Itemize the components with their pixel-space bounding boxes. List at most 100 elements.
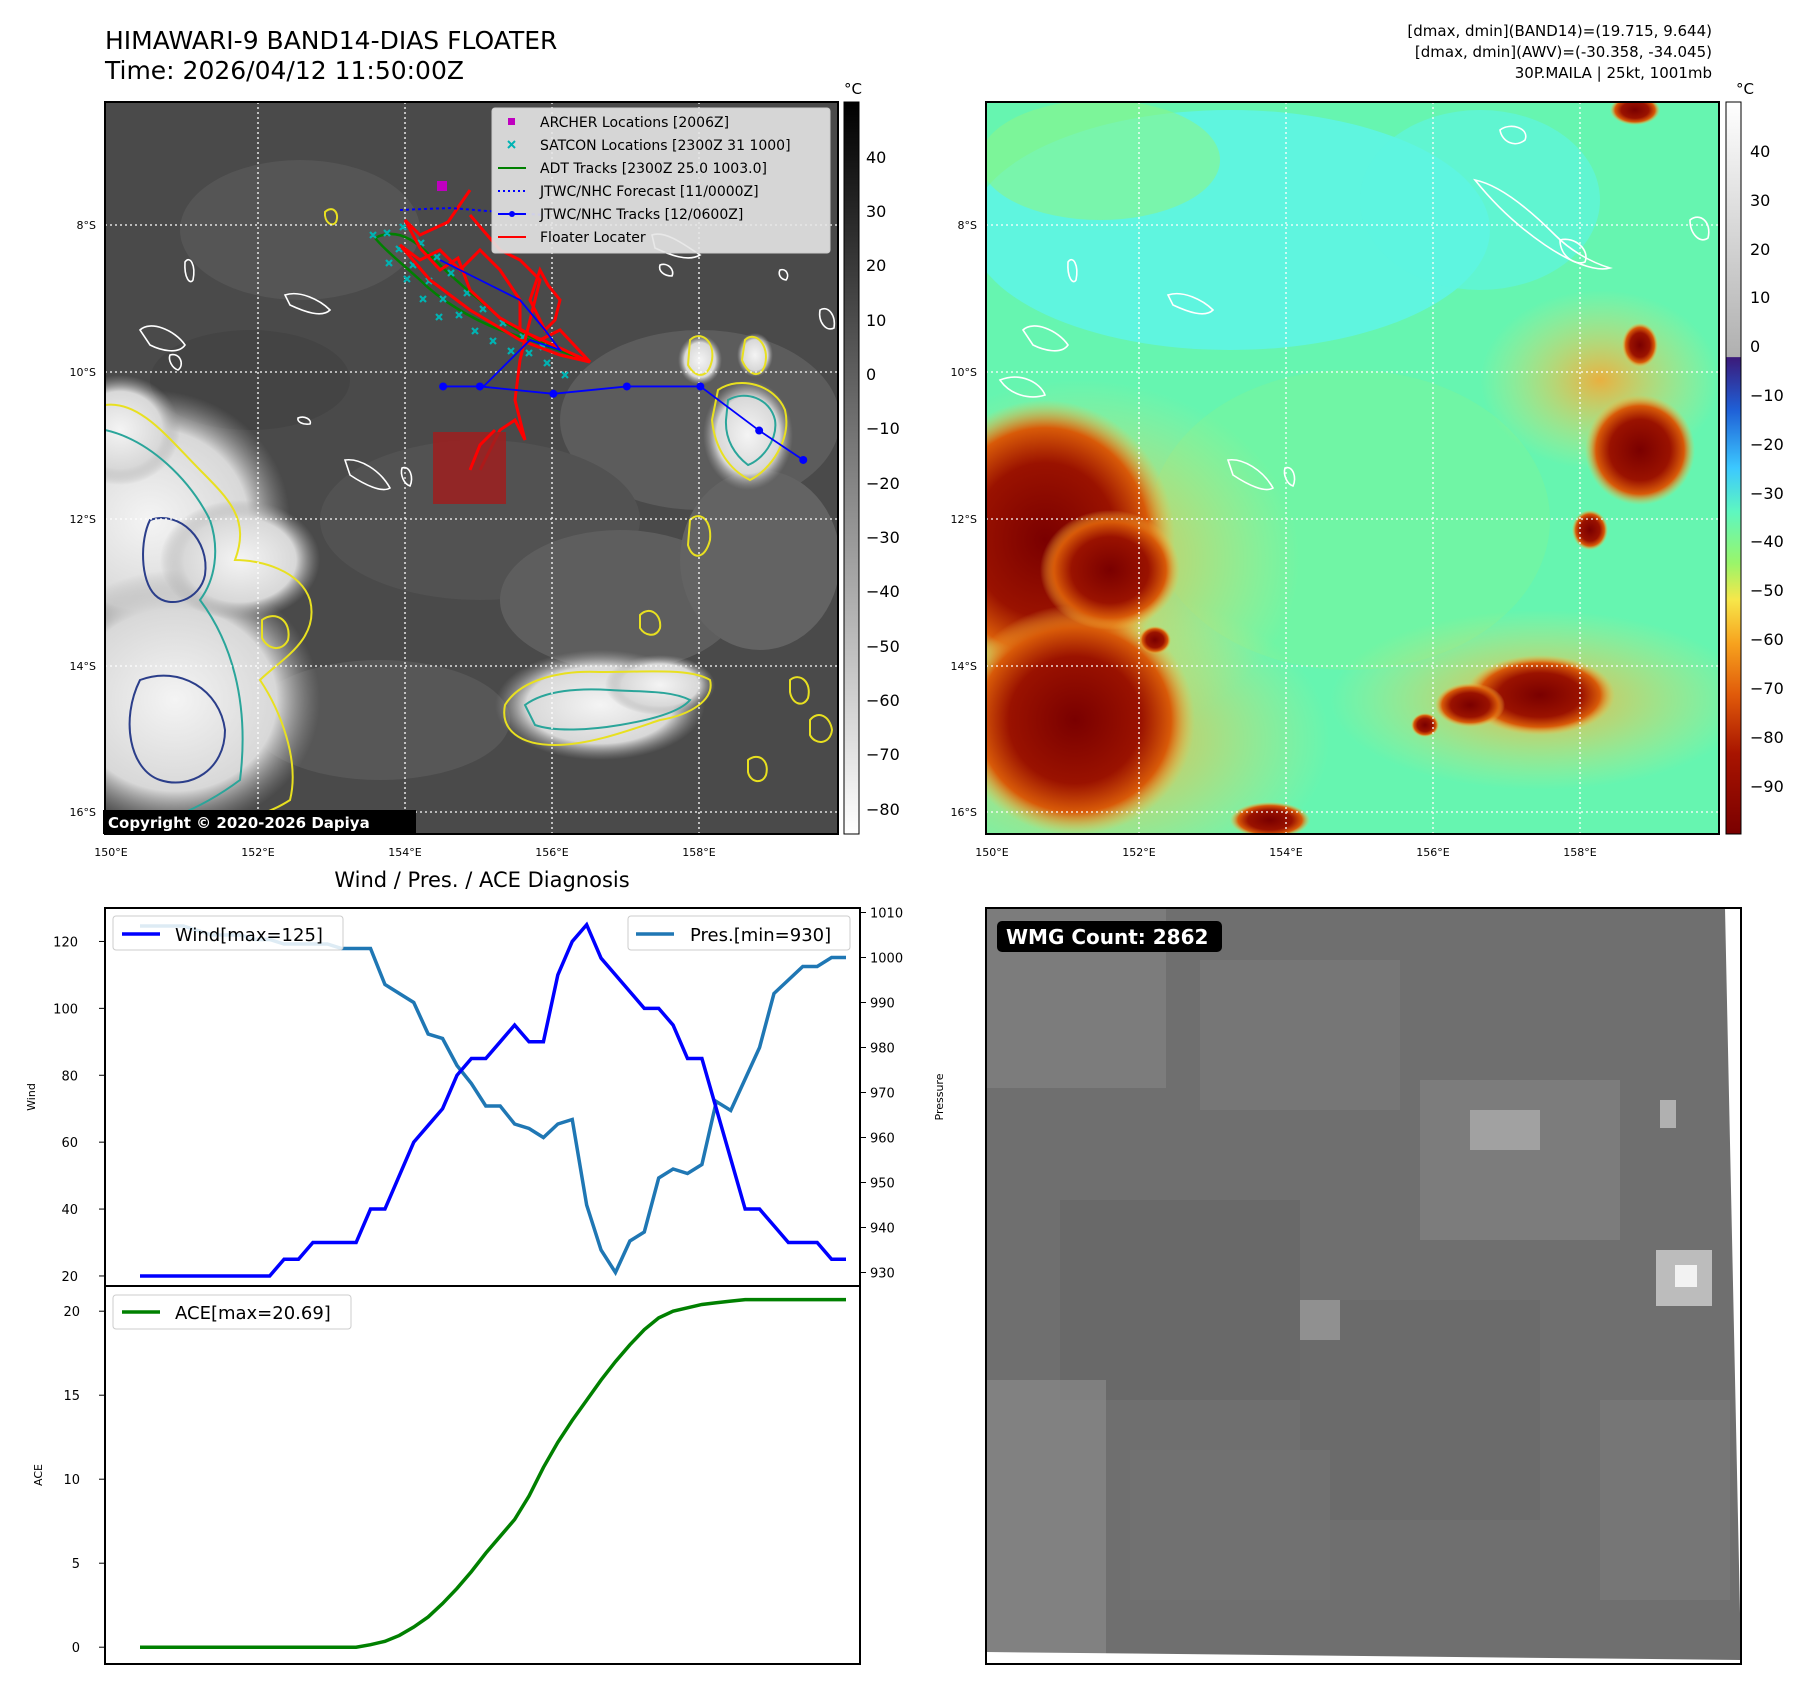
jtwc-track-point: [799, 455, 808, 464]
jtwc-track-point: [622, 382, 631, 391]
colorbar-tick: −80: [1750, 728, 1784, 747]
jtwc-track-point: [475, 382, 484, 391]
lon-tick-label: 158°E: [1563, 846, 1596, 859]
wmg-frame: [985, 907, 1742, 1665]
jtwc-track-point: [755, 426, 764, 435]
lat-tick-label: 16°S: [951, 806, 977, 819]
ace-series-line: [140, 1297, 846, 1649]
ace-y-tick-label: 10: [63, 1473, 80, 1488]
colorbar-tick: 10: [1750, 288, 1770, 307]
lat-tick-label: 12°S: [951, 513, 977, 526]
band14-frame: [104, 101, 839, 835]
colorbar-tick: 20: [866, 256, 886, 275]
colorbar-tick: 0: [866, 365, 876, 384]
wmg-count-badge: [997, 921, 1222, 952]
colorbar-tick: 40: [866, 148, 886, 167]
pressure-y-tick-label: 950: [870, 1177, 895, 1192]
wmg-texture: [986, 908, 1730, 1660]
wmg-corner-mask: [1725, 908, 1741, 1664]
lon-tick-label: 156°E: [1416, 846, 1449, 859]
colorbar-tick: 0: [1750, 337, 1760, 356]
awv-frame: [985, 101, 1720, 835]
colorbar-tick: −70: [1750, 679, 1784, 698]
wmg-panel: WMG Count: 2862: [985, 907, 1742, 1665]
figure-time: Time: 2026/04/12 11:50:00Z: [105, 56, 464, 85]
band14-colorbar: [843, 101, 860, 835]
copyright-text: Copyright © 2020-2026 Dapiya: [108, 814, 370, 832]
pressure-axis-label: Pressure: [933, 1073, 946, 1120]
colorbar-tick: −60: [1750, 630, 1784, 649]
pressure-y-tick-label: 1010: [870, 907, 903, 922]
colorbar-tick: −40: [866, 582, 900, 601]
lon-tick-label: 152°E: [241, 846, 274, 859]
pressure-y-ticks: 930 940 950 960 970 980 990 1000 1010: [860, 907, 903, 1282]
copyright-box: [103, 810, 416, 834]
colorbar-tick: −10: [1750, 386, 1784, 405]
wmg-bottom-mask: [986, 1652, 1741, 1664]
awv-lat-labels: 8°S 10°S 12°S 14°S 16°S: [951, 219, 977, 819]
lon-tick-label: 150°E: [94, 846, 127, 859]
archer-markers: [437, 181, 447, 191]
awv-hot-cores: [986, 102, 1695, 834]
figure-title: HIMAWARI-9 BAND14-DIAS FLOATER: [105, 26, 558, 55]
band14-cloud-texture: [150, 160, 838, 780]
awv-map: 8°S 10°S 12°S 14°S 16°S 150°E 152°E 154°…: [951, 80, 1784, 859]
ace-frame: [104, 1285, 861, 1665]
band14-colorbar-unit: °C: [844, 80, 862, 98]
ace-y-tick-label: 15: [63, 1389, 80, 1404]
band14-map: ARCHER Locations [2006Z] SATCON Location…: [70, 80, 900, 859]
lon-tick-label: 156°E: [535, 846, 568, 859]
wind-y-tick-label: 40: [61, 1203, 78, 1218]
pressure-y-tick-label: 930: [870, 1267, 895, 1282]
wind-legend: Wind[max=125]: [112, 915, 344, 951]
lat-tick-label: 14°S: [70, 660, 96, 673]
diagnosis-title: Wind / Pres. / ACE Diagnosis: [334, 868, 629, 892]
legend-label: ARCHER Locations [2006Z]: [540, 115, 729, 131]
awv-colorbar: [1725, 101, 1742, 835]
ace-y-tick-label: 20: [63, 1305, 80, 1320]
square-marker-icon: [508, 118, 515, 125]
colorbar-tick: 20: [1750, 240, 1770, 259]
wind-pressure-frame: [104, 907, 861, 1287]
wind-y-tick-label: 80: [61, 1069, 78, 1084]
pressure-y-tick-label: 960: [870, 1132, 895, 1147]
legend-label: Floater Locater: [540, 230, 646, 246]
colorbar-tick: 30: [1750, 191, 1770, 210]
lon-tick-label: 158°E: [682, 846, 715, 859]
x-marker-icon: [507, 140, 516, 149]
lat-tick-label: 12°S: [70, 513, 96, 526]
colorbar-tick: −50: [866, 637, 900, 656]
stats-line-3: 30P.MAILA | 25kt, 1001mb: [1514, 64, 1712, 82]
lon-tick-label: 150°E: [975, 846, 1008, 859]
ace-chart: 0 5 10 15 20 ACE ACE[max=20.69]: [32, 1285, 861, 1665]
band14-colorbar-ticks: 40 30 20 10 0 −10 −20 −30 −40 −50 −60 −7…: [866, 148, 900, 819]
jtwc-track-point: [549, 389, 558, 398]
lon-tick-label: 154°E: [388, 846, 421, 859]
ace-legend-label: ACE[max=20.69]: [175, 1303, 331, 1324]
ace-y-ticks: 0 5 10 15 20: [63, 1305, 105, 1656]
band14-lat-labels: 8°S 10°S 12°S 14°S 16°S: [70, 219, 96, 819]
dot-marker-icon: [509, 211, 515, 217]
awv-gridlines: [986, 102, 1719, 834]
lat-tick-label: 10°S: [70, 366, 96, 379]
colorbar-tick: −80: [866, 800, 900, 819]
legend-label: JTWC/NHC Tracks [12/0600Z]: [539, 207, 743, 223]
colorbar-tick: −90: [1750, 777, 1784, 796]
awv-lon-labels: 150°E 152°E 154°E 156°E 158°E: [975, 846, 1596, 859]
band14-lon-labels: 150°E 152°E 154°E 156°E 158°E: [94, 846, 715, 859]
awv-coastlines: [998, 125, 1710, 491]
wind-pressure-chart: Wind / Pres. / ACE Diagnosis 20 40 60 80 100…: [25, 868, 946, 1287]
ace-axis-label: ACE: [32, 1464, 45, 1486]
pressure-y-tick-label: 980: [870, 1042, 895, 1057]
pressure-y-tick-label: 940: [870, 1222, 895, 1237]
satcon-markers: [369, 223, 569, 379]
wind-axis-label: Wind: [25, 1083, 38, 1111]
colorbar-tick: −50: [1750, 581, 1784, 600]
jtwc-track-point: [439, 382, 448, 391]
colorbar-tick: 40: [1750, 142, 1770, 161]
wind-y-tick-label: 60: [61, 1136, 78, 1151]
wind-y-ticks: 20 40 60 80 100 120: [53, 935, 105, 1285]
colorbar-tick: −30: [1750, 484, 1784, 503]
awv-colorbar-ticks: 40 30 20 10 0 −10 −20 −30 −40 −50 −60 −7…: [1750, 142, 1784, 796]
